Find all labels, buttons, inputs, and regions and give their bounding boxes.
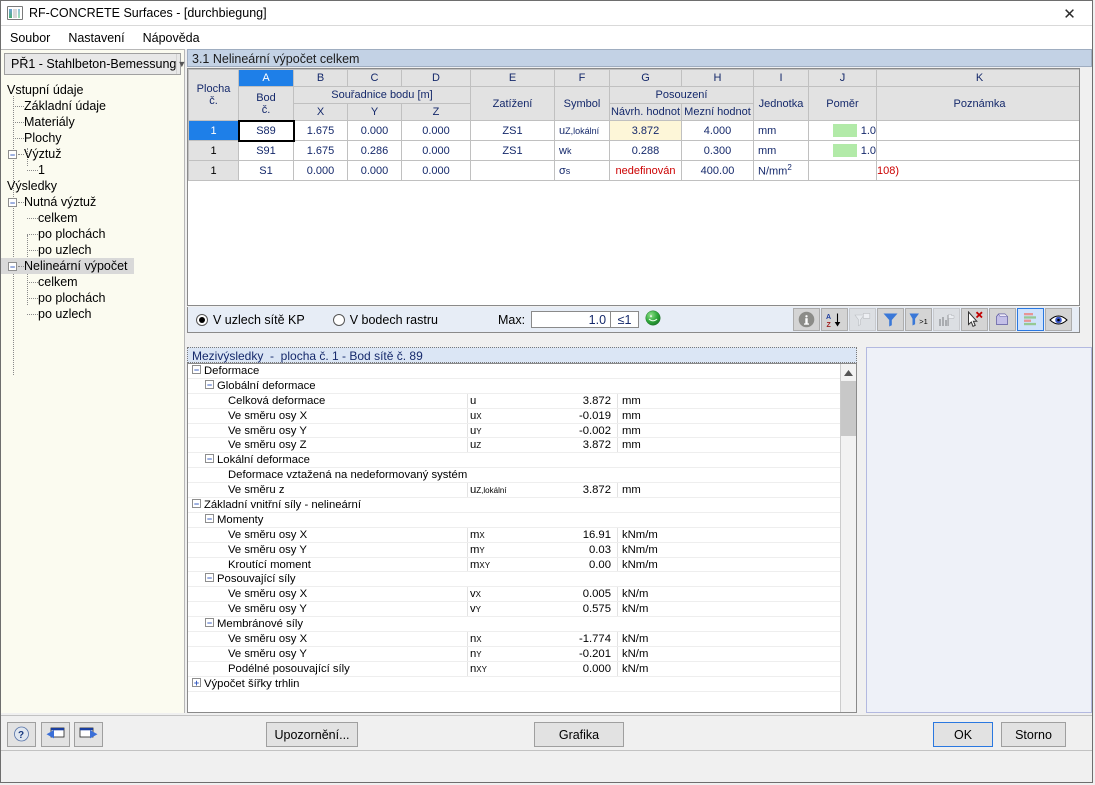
svg-text:?: ?	[18, 730, 24, 741]
svg-text:A: A	[826, 314, 831, 321]
svg-text:Z: Z	[827, 322, 832, 328]
svg-text:>1: >1	[919, 317, 928, 326]
